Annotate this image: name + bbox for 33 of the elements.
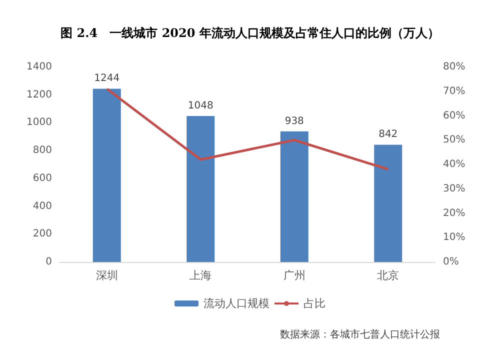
y-tick-label: 1000 — [26, 117, 52, 128]
data-label: 1048 — [188, 100, 214, 112]
x-tick-label: 深圳 — [96, 269, 118, 282]
data-label: 938 — [284, 116, 304, 127]
y2-tick-label: 50% — [443, 134, 466, 146]
bar — [280, 131, 308, 262]
data-label: 1244 — [94, 73, 120, 84]
x-tick-label: 北京 — [377, 269, 400, 282]
y2-tick-label: 70% — [443, 86, 466, 97]
y2-tick-label: 10% — [443, 232, 466, 244]
y-tick-label: 1200 — [26, 89, 52, 100]
legend-label: 占比 — [304, 297, 326, 310]
y2-tick-label: 40% — [443, 159, 466, 170]
y-tick-label: 1400 — [26, 62, 52, 72]
x-tick-label: 上海 — [190, 269, 212, 282]
y-tick-label: 200 — [32, 228, 52, 240]
y-tick-label: 800 — [32, 145, 52, 156]
bar — [374, 144, 402, 262]
y2-tick-label: 60% — [443, 110, 466, 122]
source-note: 数据来源：各城市七普人口统计公报 — [280, 328, 440, 340]
bar — [186, 116, 215, 262]
y2-tick-label: 80% — [443, 62, 466, 72]
legend-label: 流动人口规模 — [204, 297, 270, 310]
bar — [92, 88, 121, 262]
x-tick-label: 广州 — [283, 269, 306, 282]
y2-tick-label: 20% — [443, 208, 466, 219]
data-label: 842 — [378, 129, 398, 140]
y-tick-label: 600 — [32, 172, 52, 184]
y-tick-label: 0 — [46, 256, 52, 268]
y-tick-label: 400 — [32, 200, 52, 212]
chart-title: 图 2.4 一线城市 2020 年流动人口规模及占常住人口的比例（万人） — [60, 26, 440, 40]
y2-tick-label: 0% — [443, 256, 459, 268]
y2-tick-label: 30% — [443, 183, 466, 194]
